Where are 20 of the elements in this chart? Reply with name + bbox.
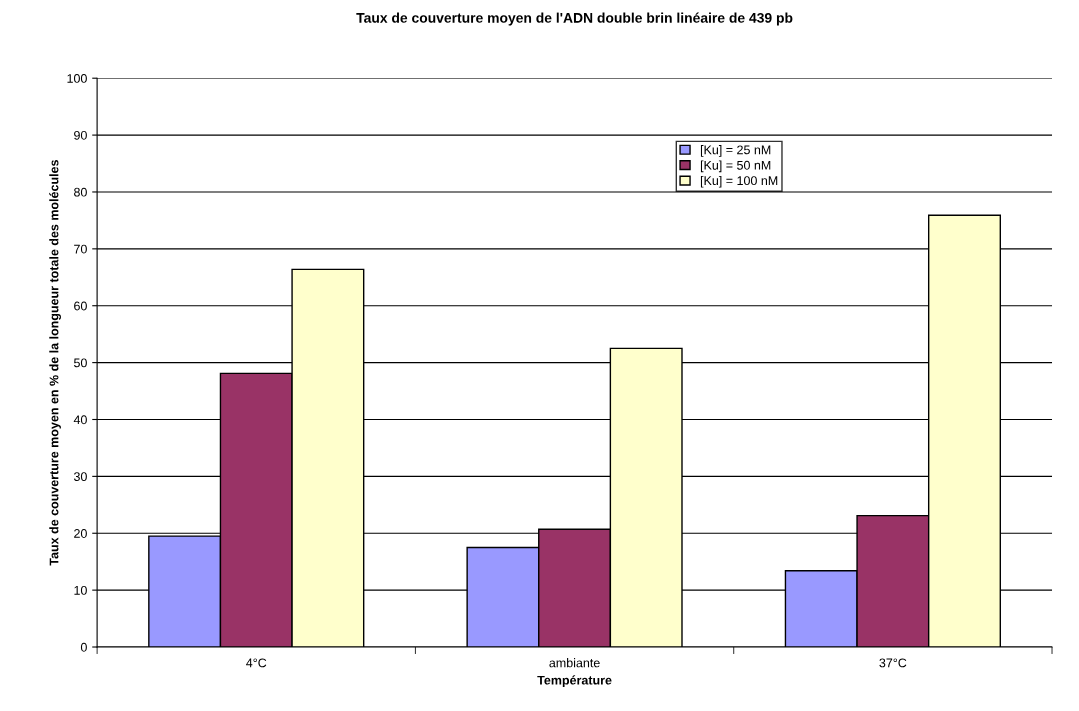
chart-title: Taux de couverture moyen de l'ADN double brin linéaire de 439 pb xyxy=(356,12,793,26)
y-tick-label: 30 xyxy=(73,472,87,482)
y-tick-label: 50 xyxy=(73,358,87,368)
legend-label: [Ku] = 25 nM xyxy=(700,145,771,157)
x-tick-label: 37°C xyxy=(879,658,907,668)
legend-label: [Ku] = 50 nM xyxy=(700,160,771,173)
y-tick-label: 100 xyxy=(67,74,87,83)
y-tick-label: 80 xyxy=(74,187,87,197)
y-axis-title: Taux de couverture moyen en % de la longueur totale des molécules xyxy=(49,160,61,566)
y-tick-label: 20 xyxy=(74,529,87,538)
y-tick-label: 90 xyxy=(74,130,87,140)
legend-label: [Ku] = 100 nM xyxy=(700,175,778,188)
y-tick-label: 0 xyxy=(80,642,87,652)
x-tick-label: 4°C xyxy=(246,658,267,668)
x-axis-title: Température xyxy=(537,675,612,688)
x-tick-label: ambiante xyxy=(549,658,600,668)
y-tick-label: 40 xyxy=(73,415,87,425)
y-tick-label: 10 xyxy=(74,585,87,595)
y-tick-label: 70 xyxy=(74,244,87,254)
y-tick-label: 60 xyxy=(74,301,87,311)
